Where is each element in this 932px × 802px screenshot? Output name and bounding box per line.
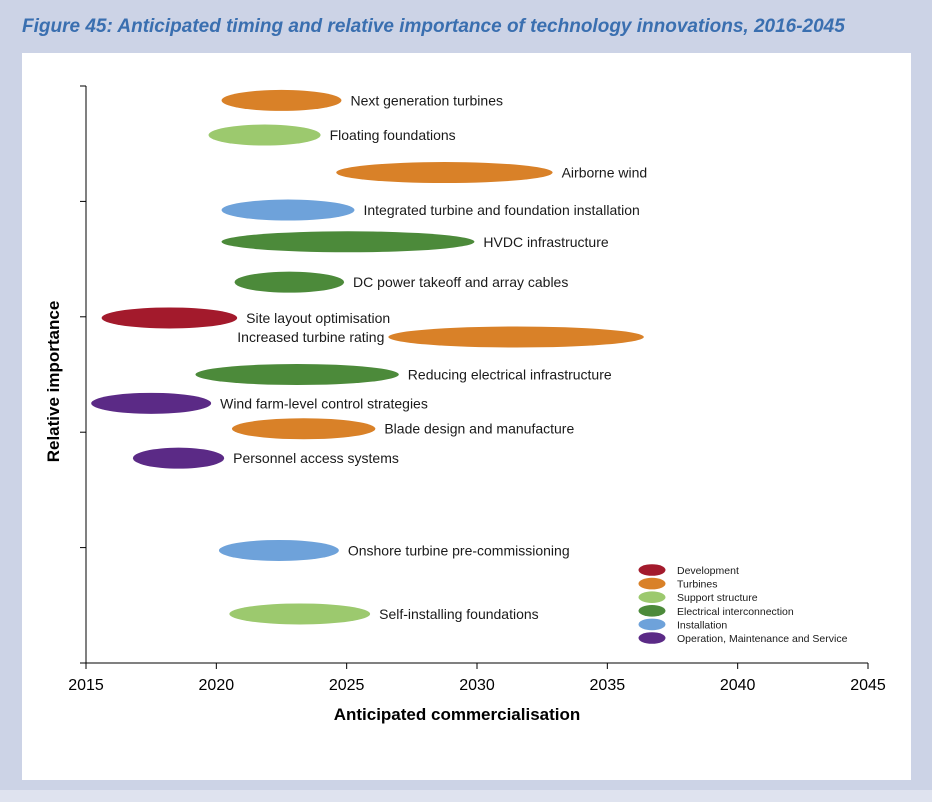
x-tick-label: 2035 — [590, 677, 626, 694]
innovation-label: Next generation turbines — [350, 92, 503, 108]
chart-svg: 2015 2020 2025 2030 2035 2040 2045 Anticipated … — [44, 85, 886, 724]
innovation-label: DC power takeoff and array cables — [353, 274, 568, 290]
innovation-label: Floating foundations — [330, 127, 456, 143]
legend-label: Development — [677, 565, 739, 577]
innovation-mark — [91, 392, 212, 414]
innovation-label: Onshore turbine pre-commissioning — [348, 542, 570, 558]
x-tick-label: 2025 — [329, 677, 365, 694]
innovation-mark — [221, 89, 342, 111]
innovation-label: Wind farm-level control strategies — [220, 395, 428, 411]
legend-swatch — [638, 605, 666, 617]
figure-title: Figure 45: Anticipated timing and relati… — [22, 16, 845, 37]
innovation-label: Increased turbine rating — [237, 329, 384, 345]
innovation-label: Reducing electrical infrastructure — [408, 367, 612, 383]
innovation-label: Airborne wind — [562, 165, 648, 181]
innovation-marks — [91, 89, 644, 625]
innovation-mark — [234, 271, 345, 293]
x-axis-title: Anticipated commercialisation — [334, 705, 581, 724]
x-tick-label: 2015 — [68, 677, 104, 694]
innovation-label: Personnel access systems — [233, 450, 399, 466]
innovation-mark — [221, 199, 355, 221]
legend-label: Support structure — [677, 592, 758, 604]
legend-label: Operation, Maintenance and Service — [677, 633, 848, 645]
legend-swatch — [638, 577, 666, 590]
innovation-mark — [231, 418, 376, 440]
bottom-border — [0, 790, 932, 802]
legend-label: Electrical interconnection — [677, 606, 794, 618]
axes: 2015 2020 2025 2030 2035 2040 2045 Anticipated … — [44, 85, 886, 724]
innovation-mark — [221, 231, 475, 253]
y-axis-title: Relative importance — [44, 301, 63, 463]
legend-swatch — [638, 618, 666, 631]
innovation-mark — [132, 447, 225, 469]
legend-label: Turbines — [677, 579, 717, 591]
innovation-mark — [229, 603, 371, 625]
chart-panel: 2015 2020 2025 2030 2035 2040 2045 Anticipated … — [22, 53, 911, 780]
x-tick-label: 2045 — [850, 677, 886, 694]
x-tick-label: 2040 — [720, 677, 756, 694]
innovation-label: Site layout optimisation — [246, 310, 390, 326]
legend-label: Installation — [677, 619, 727, 631]
legend-swatch — [638, 632, 666, 644]
innovation-label: Self-installing foundations — [379, 606, 539, 622]
innovation-mark — [208, 124, 321, 146]
x-tick-label: 2020 — [199, 677, 235, 694]
innovation-mark — [195, 364, 399, 385]
innovation-labels: Next generation turbines Floating foundat… — [220, 92, 647, 622]
innovation-label: Integrated turbine and foundation instal… — [363, 202, 639, 218]
innovation-mark — [388, 326, 644, 348]
innovation-mark — [336, 162, 553, 184]
innovation-label: Blade design and manufacture — [384, 421, 574, 437]
legend-swatch — [638, 564, 666, 576]
innovation-mark — [218, 539, 339, 561]
legend-swatch — [638, 591, 666, 603]
innovation-mark — [101, 307, 238, 329]
innovation-label: HVDC infrastructure — [483, 234, 608, 250]
x-tick-label: 2030 — [459, 677, 495, 694]
